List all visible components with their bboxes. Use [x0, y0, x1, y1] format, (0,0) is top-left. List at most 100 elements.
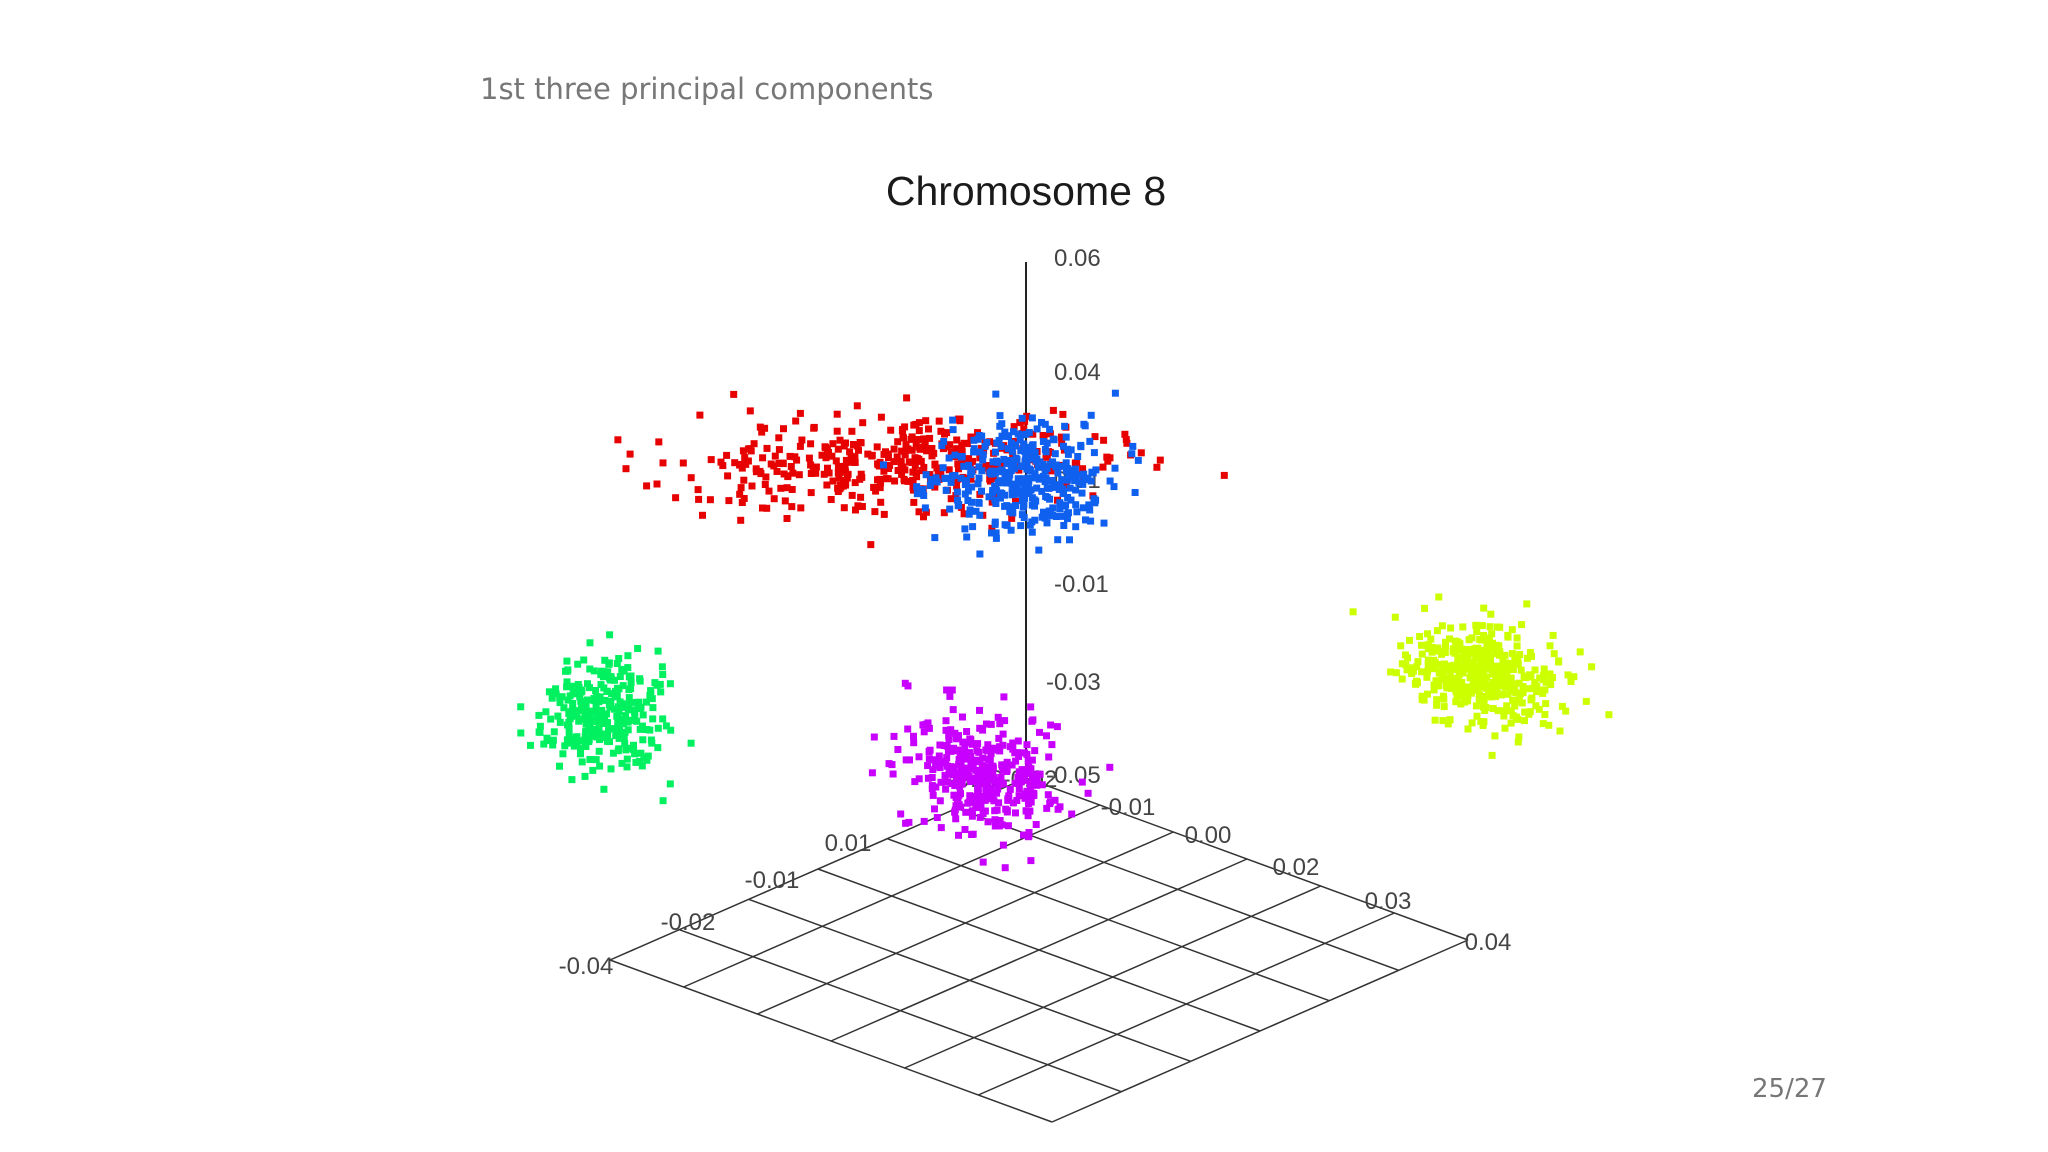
data-point [1019, 503, 1027, 511]
data-point [968, 831, 976, 838]
data-point [972, 507, 980, 515]
data-point [1067, 446, 1075, 454]
data-point [933, 814, 941, 821]
data-point [623, 755, 631, 763]
data-point [1483, 673, 1491, 681]
data-point [635, 698, 643, 706]
data-point [761, 424, 769, 432]
data-point [1500, 712, 1508, 720]
data-point [625, 744, 633, 752]
data-point [564, 696, 572, 704]
data-point [1012, 809, 1019, 817]
data-point [822, 454, 830, 462]
data-point [740, 476, 748, 484]
data-point [616, 727, 623, 735]
data-point [1526, 671, 1533, 679]
data-point [894, 467, 902, 474]
data-point [840, 442, 848, 450]
data-point [1026, 783, 1034, 791]
data-point [550, 728, 558, 736]
data-point [1515, 733, 1523, 741]
data-point [1036, 728, 1043, 736]
data-point [654, 647, 662, 655]
data-point [1072, 486, 1080, 494]
data-point [1028, 528, 1036, 536]
data-point [1033, 484, 1041, 492]
data-point [1540, 676, 1548, 684]
data-point [937, 467, 945, 475]
data-point [983, 769, 991, 777]
data-point [894, 438, 902, 446]
data-point [1413, 663, 1421, 671]
data-point [630, 698, 638, 706]
data-point [1015, 792, 1023, 800]
data-point [930, 449, 938, 457]
data-point [915, 753, 923, 761]
data-point [988, 524, 996, 532]
x-tick-label: 0.01 [825, 830, 872, 857]
data-point [880, 467, 888, 475]
data-point [852, 506, 859, 514]
data-point [999, 741, 1007, 749]
data-point [840, 477, 848, 485]
data-point [962, 808, 970, 816]
data-point [909, 468, 917, 476]
data-point [655, 438, 663, 446]
data-point [910, 739, 918, 747]
data-point [943, 686, 951, 694]
data-point [867, 541, 875, 549]
data-point [807, 470, 815, 477]
series-4 [868, 679, 1114, 872]
data-point [953, 436, 961, 444]
data-point [592, 725, 600, 733]
data-point [984, 763, 991, 771]
data-point [969, 457, 977, 465]
data-point [1064, 450, 1072, 458]
data-point [1017, 462, 1025, 470]
data-point [812, 469, 820, 477]
data-point [792, 417, 800, 425]
data-point [974, 792, 982, 799]
data-point [848, 427, 856, 435]
data-point [922, 508, 930, 516]
data-point [1488, 662, 1496, 670]
data-point [1131, 489, 1139, 496]
data-point [1025, 764, 1033, 771]
data-point [563, 678, 571, 686]
data-point [897, 810, 905, 818]
data-point [949, 416, 957, 424]
x-tick-label: -0.01 [745, 867, 800, 894]
data-point [926, 471, 934, 479]
data-point [587, 696, 595, 704]
y-tick-label: 0.04 [1465, 929, 1512, 956]
data-point [1526, 708, 1534, 716]
data-point [1053, 723, 1061, 731]
data-point [1027, 857, 1035, 865]
data-point [1010, 428, 1017, 436]
data-point [1472, 621, 1480, 629]
data-point [657, 688, 665, 696]
data-point [1013, 456, 1021, 464]
data-point [1452, 688, 1460, 696]
data-point [916, 445, 924, 453]
data-point [935, 417, 943, 425]
data-point [1433, 627, 1441, 635]
data-point [957, 767, 965, 775]
data-point [1479, 722, 1487, 729]
data-point [634, 645, 642, 652]
data-point [842, 481, 850, 489]
data-point [646, 726, 654, 734]
data-point [1430, 681, 1438, 689]
data-point [1545, 721, 1553, 729]
data-point [644, 752, 652, 760]
data-point [1084, 789, 1092, 797]
data-point [619, 682, 627, 690]
data-point [959, 713, 966, 721]
data-point [1024, 769, 1032, 777]
data-point [1042, 493, 1050, 500]
data-point [725, 497, 733, 505]
data-point [1100, 436, 1108, 444]
data-point [1507, 675, 1515, 683]
data-point [1427, 635, 1435, 643]
data-point [662, 722, 670, 730]
